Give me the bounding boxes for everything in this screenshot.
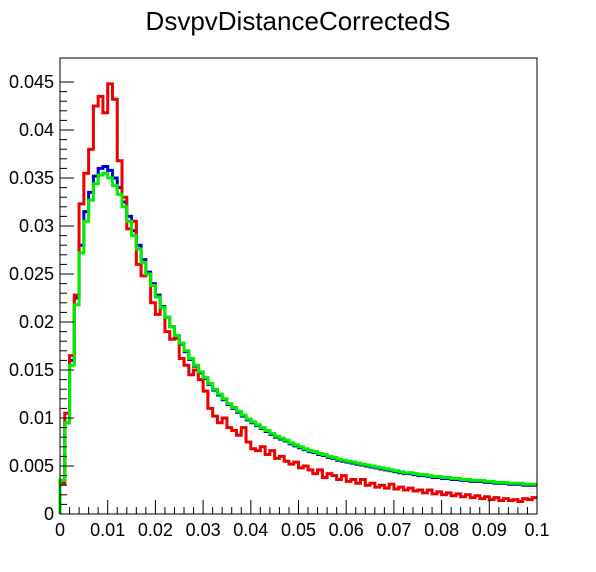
chart-title: DsvpvDistanceCorrectedS [146,6,451,36]
y-tick-label: 0.04 [19,120,54,140]
series-line-3 [58,171,537,514]
x-tick-label: 0.09 [472,520,507,540]
y-tick-label: 0 [44,504,54,524]
y-tick-label: 0.045 [9,72,54,92]
x-tick-label: 0.06 [329,520,364,540]
y-tick-label: 0.03 [19,216,54,236]
x-tick-label: 0 [55,520,65,540]
x-tick-label: 0.08 [424,520,459,540]
y-axis: 0 0.005 0.01 0.015 0.02 0.025 0.03 0.035 0.04 0.0… [9,72,74,524]
y-tick-label: 0.005 [9,456,54,476]
series-layer [58,82,537,514]
y-tick-label: 0.035 [9,168,54,188]
y-tick-label: 0.02 [19,312,54,332]
y-tick-label: 0.01 [19,408,54,428]
x-tick-label: 0.02 [138,520,173,540]
x-tick-label: 0.07 [376,520,411,540]
x-tick-label: 0.03 [186,520,221,540]
x-axis: 0 0.01 0.02 0.03 0.04 0.05 0.06 0.07 0.08 0.09 0.1 [55,500,550,540]
x-tick-label: 0.01 [90,520,125,540]
y-tick-label: 0.025 [9,264,54,284]
x-tick-label: 0.04 [233,520,268,540]
y-tick-label: 0.015 [9,360,54,380]
series-line-2 [58,82,537,514]
x-tick-label: 0.05 [281,520,316,540]
x-tick-label: 0.1 [524,520,549,540]
